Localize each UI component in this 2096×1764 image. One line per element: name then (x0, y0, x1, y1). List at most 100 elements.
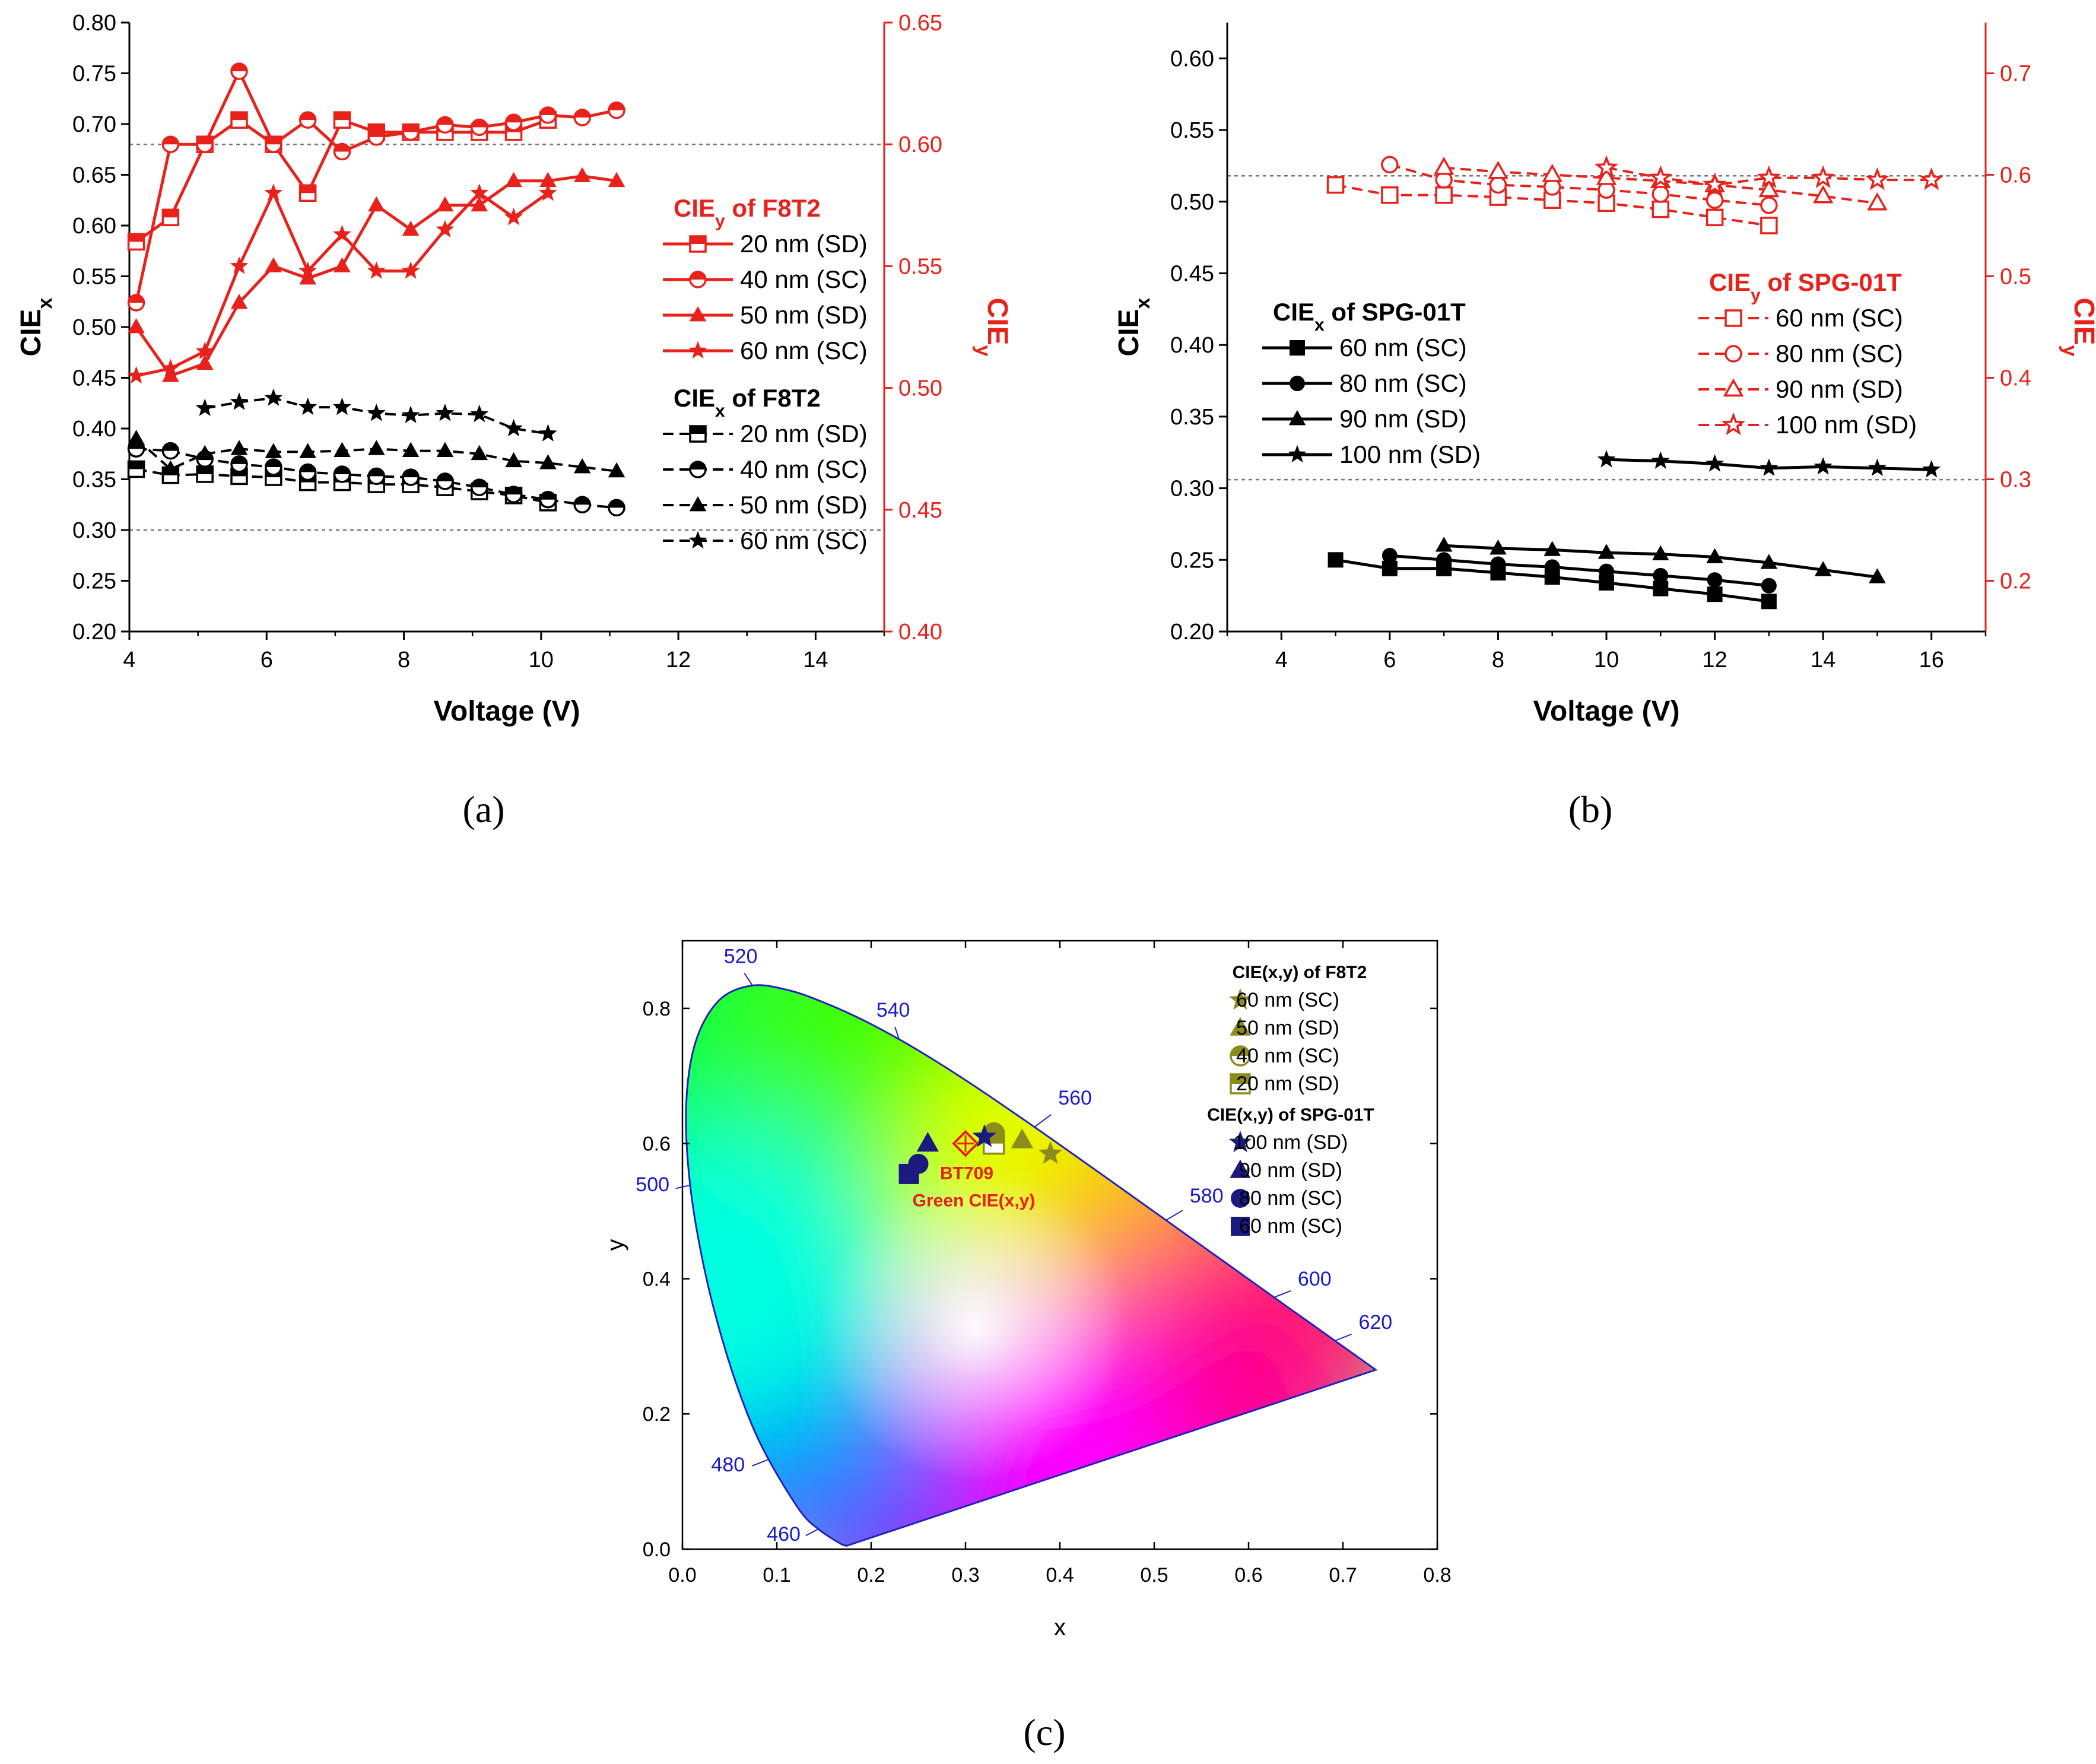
panel-a-y-point-shape (334, 257, 351, 272)
panel-a-y-tick-label: 0.65 (72, 163, 116, 188)
panel-a-x-legend-marker (689, 496, 707, 512)
panel-a-y-point-shape (127, 366, 145, 384)
panel-a-x-point-shape (196, 445, 214, 461)
panel-a-x-point (230, 440, 248, 455)
cie-f8t2-point (1038, 1141, 1063, 1164)
panel-b-x-point (1814, 561, 1832, 576)
panel-b-y-point-shape (1919, 167, 1943, 191)
panel-b-y-legend-marker-shape (1725, 345, 1742, 363)
cie-legend-f8t2-marker-half (1231, 1046, 1250, 1056)
panel-a-x-point (333, 397, 351, 415)
panel-a-x-tick-label: 12 (666, 648, 691, 672)
panel-b-x-point (1599, 563, 1614, 579)
panel-b-x-point-shape (1761, 578, 1777, 594)
panel-a-y-point-half (231, 112, 247, 120)
panel-a-y2-tick-label: 0.55 (898, 254, 942, 279)
panel-a-y-point-shape (608, 172, 625, 188)
panel-a-y-point (127, 233, 145, 251)
panel-a-y-tick-label: 0.55 (72, 265, 116, 290)
panel-c-chart: 0.0 0.1 0.2 0.3 0.4 0.5 0.6 0.7 0.8 0.0 0.2 0.4 0.6 0… (602, 940, 1452, 1641)
panel-b-x-point (1598, 544, 1615, 559)
panel-a-x-point (162, 460, 179, 475)
panel-b-y2-tick-label: 0.4 (2000, 366, 2031, 391)
panel-a-y-point-half (163, 210, 179, 218)
cie-y-tick-label: 0.6 (643, 1133, 671, 1156)
panel-b-x-point-shape (1544, 559, 1560, 575)
panel-a-y-point-half (540, 107, 556, 115)
panel-a-y-point-shape (265, 257, 282, 272)
panel-a-y-point-half (300, 185, 316, 193)
panel-b-y2-axis-title: CIEy (2059, 298, 2096, 357)
panel-b-y-point-shape (1652, 200, 1670, 218)
panel-b-y-tick-label: 0.20 (1170, 620, 1214, 645)
panel-b-x-point-shape (1869, 568, 1886, 583)
panel-a-x-point-half (437, 473, 453, 481)
panel-b-x-point-shape (1868, 458, 1887, 476)
panel-b-y-series-line-1 (1389, 163, 1770, 207)
cie-x-tick-label: 0.1 (763, 1564, 790, 1587)
cie-wavelength-leader (1165, 1210, 1183, 1221)
panel-a-x-point-shape (402, 442, 420, 458)
panel-a-x-point-shape (367, 440, 385, 455)
panel-a-x-point (470, 404, 489, 423)
panel-a-x-point-half (231, 456, 247, 464)
panel-b-y-point (1706, 191, 1724, 209)
panel-a-x-legend-marker (689, 461, 707, 478)
panel-a-y-tick-label: 0.75 (72, 62, 116, 87)
panel-a-y-point (471, 196, 488, 212)
panel-a-y-legend-label: 40 nm (SC) (740, 265, 868, 293)
cie-legend-f8t2-marker-shape (1229, 988, 1252, 1010)
panel-b-x-point (1760, 458, 1779, 476)
panel-a-x-point-shape (128, 430, 145, 445)
cie-f8t2-point (1011, 1128, 1034, 1148)
panel-a-x-legend-label: 20 nm (SD) (740, 420, 868, 448)
panel-b-x-point (1707, 572, 1723, 588)
panel-a-x-point-half (334, 466, 350, 474)
panel-a-y-point (436, 196, 454, 212)
panel-a-x-point-shape (230, 440, 248, 455)
panel-b-y-point-shape (1867, 192, 1888, 211)
panel-b-y-point-shape (1488, 160, 1509, 179)
cie-x-tick-label: 0.2 (857, 1564, 885, 1587)
cie-f8t2-point-shape (1011, 1128, 1034, 1148)
cie-legend-spg-marker-shape (1231, 1189, 1250, 1208)
panel-a-x-point (504, 486, 523, 503)
panel-a-y-point-shape (436, 220, 455, 237)
panel-b-y-point-shape (1812, 185, 1834, 204)
panel-a-y-point-shape (298, 261, 317, 279)
panel-b-y-legend-label: 80 nm (SC) (1776, 340, 1903, 367)
panel-a-x-point-half (403, 469, 419, 478)
panel-b-y-point-shape (1594, 155, 1619, 178)
panel-a-y-point (505, 172, 522, 188)
panel-b-y-point-shape (1326, 176, 1345, 194)
panel-a-x-tick-label: 14 (803, 648, 828, 672)
panel-a-x-point (128, 430, 145, 445)
panel-a-y-point-shape (470, 183, 489, 201)
panel-b-x-point (1706, 454, 1724, 472)
panel-c-label: (c) (1023, 1711, 1065, 1753)
panel-a-x-point (367, 404, 386, 421)
panel-a-y-point-shape (436, 196, 454, 212)
bt709-sublabel: Green CIE(x,y) (913, 1191, 1036, 1211)
panel-a-y-point-half (163, 137, 179, 145)
panel-a-x-point-shape (608, 462, 625, 478)
panel-a-y-point-shape (230, 256, 249, 274)
panel-a-y-legend-marker-shape (688, 341, 707, 359)
panel-a-x-point-half (163, 443, 179, 451)
panel-a-x-point (401, 405, 420, 423)
cie-f8t2-point-shape (1038, 1141, 1063, 1164)
panel-a-x-point-half (506, 487, 522, 495)
panel-a-y-point-half (231, 64, 247, 72)
panel-a-y-tick-label: 0.20 (72, 620, 116, 645)
panel-b-x-point-shape (1760, 458, 1779, 476)
panel-b-x-point (1490, 556, 1506, 572)
panel-a-y-legend-marker-half (690, 272, 706, 280)
panel-b-x-point (1761, 578, 1777, 594)
panel-a-y-tick-label: 0.70 (72, 112, 116, 137)
panel-b-y2-tick-label: 0.2 (2000, 569, 2031, 594)
panel-a-y-point (436, 116, 454, 134)
panel-a-x-point (402, 442, 420, 458)
panel-a-y-point (333, 142, 351, 161)
panel-a-x-point (196, 465, 214, 483)
panel-b-x-point-shape (1436, 552, 1452, 568)
